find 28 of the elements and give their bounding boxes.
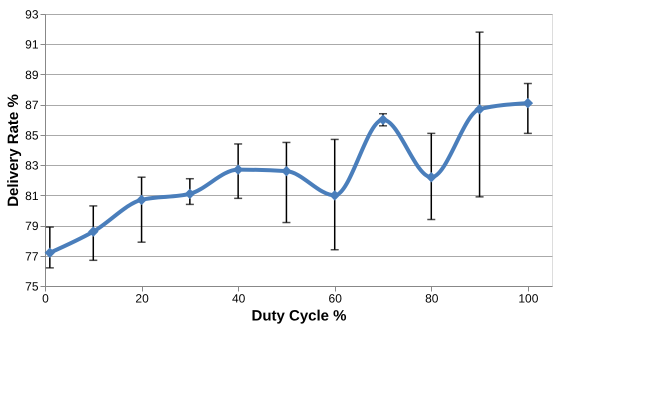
point <box>184 188 196 200</box>
y-tick-label: 93 <box>25 8 39 22</box>
x-tick-label: 100 <box>518 292 539 306</box>
point <box>88 226 99 237</box>
x-tick-label: 0 <box>42 292 50 306</box>
point <box>474 104 485 114</box>
point <box>329 190 340 201</box>
x-tick-label: 40 <box>232 292 246 306</box>
x-axis-title: Duty Cycle % <box>251 308 347 324</box>
y-tick-label: 83 <box>25 158 39 173</box>
point <box>378 114 388 126</box>
y-axis-title: Delivery Rate % <box>5 94 22 207</box>
point <box>136 194 147 206</box>
x-tick-label: 60 <box>328 292 342 306</box>
y-tick-label: 75 <box>25 280 39 294</box>
point <box>44 248 56 258</box>
y-tick-label: 87 <box>25 98 39 112</box>
point <box>522 98 534 108</box>
y-tick-label: 81 <box>25 188 39 203</box>
y-tick-label: 79 <box>25 219 39 234</box>
point <box>281 166 292 176</box>
y-tick-label: 77 <box>25 249 39 264</box>
y-tick-label: 85 <box>25 128 39 142</box>
x-tick-label: 20 <box>135 292 150 306</box>
point <box>426 172 437 182</box>
y-tick-label: 89 <box>25 68 39 82</box>
y-tick-label: 91 <box>25 38 39 52</box>
x-tick-label: 80 <box>425 292 439 306</box>
